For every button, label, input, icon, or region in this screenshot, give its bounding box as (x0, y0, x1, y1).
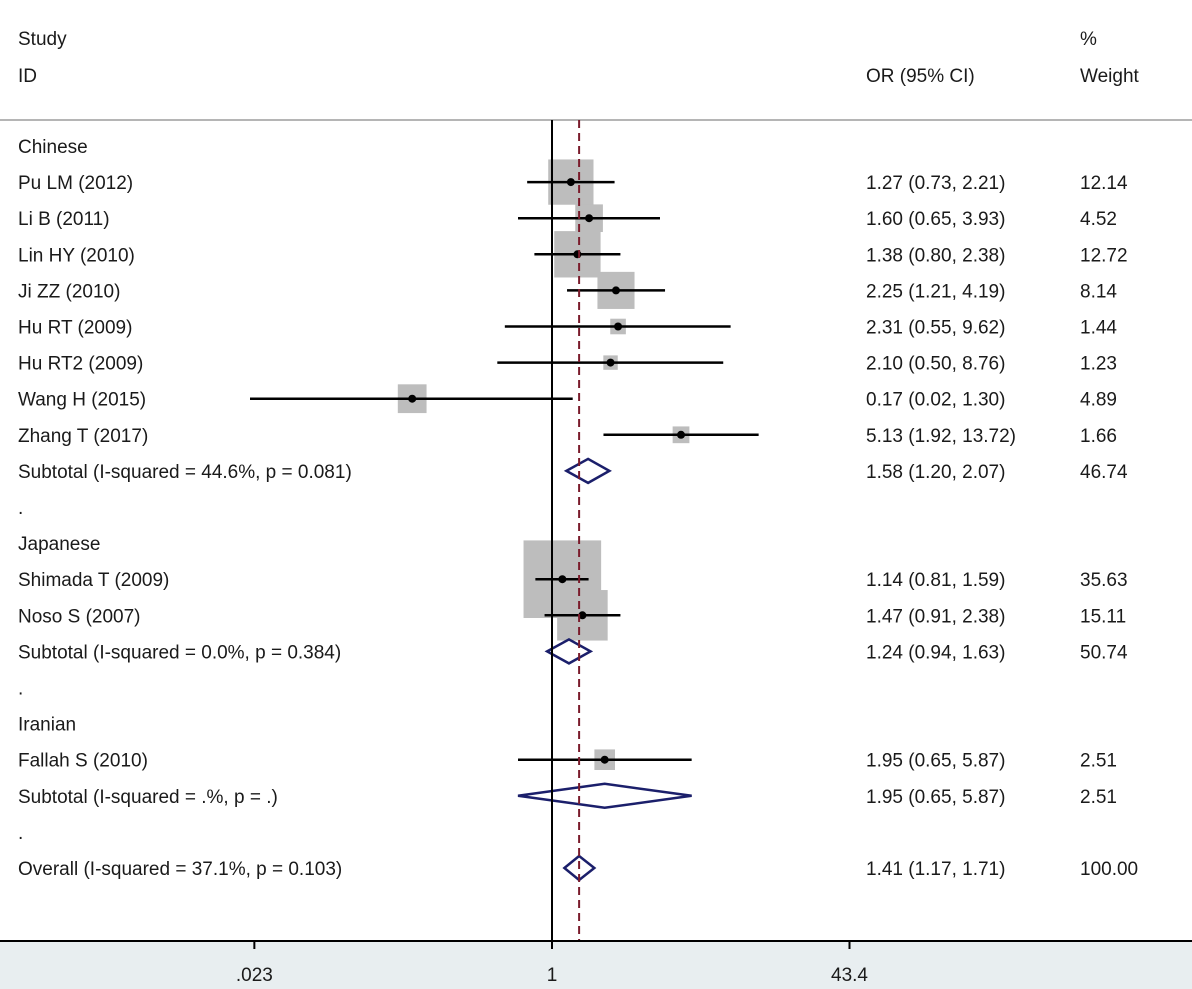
study-label: Ji ZZ (2010) (18, 281, 120, 302)
spacer-dot: . (18, 498, 23, 519)
point-estimate (558, 575, 567, 584)
or-ci-value: 1.47 (0.91, 2.38) (866, 606, 1005, 627)
spacer-dot: . (18, 679, 23, 700)
point-estimate (606, 358, 615, 367)
or-ci-value: 1.27 (0.73, 2.21) (866, 173, 1005, 194)
overall-diamond (562, 854, 597, 882)
overall-label: Overall (I-squared = 37.1%, p = 0.103) (18, 859, 342, 880)
study-label: Shimada T (2009) (18, 570, 169, 591)
weight-value: 1.66 (1080, 426, 1117, 447)
study-label: Noso S (2007) (18, 606, 141, 627)
study-label: Fallah S (2010) (18, 751, 148, 772)
weight-value: 4.89 (1080, 390, 1117, 411)
weight-value: 1.44 (1080, 318, 1117, 339)
forest-rows: Chinese Pu LM (2012) 1.27 (0.73, 2.21) 12.1… (18, 137, 1138, 882)
header-study: Study (18, 29, 67, 50)
weight-value: 2.51 (1080, 787, 1117, 808)
point-estimate (566, 178, 575, 187)
study-label: Li B (2011) (18, 209, 110, 230)
point-estimate (578, 611, 587, 620)
point-estimate (585, 214, 594, 223)
x-tick-label: 43.4 (831, 965, 868, 986)
study-label: Hu RT2 (2009) (18, 354, 143, 375)
weight-value: 12.72 (1080, 245, 1128, 266)
group-label: Iranian (18, 715, 76, 736)
point-estimate (677, 430, 686, 439)
x-tick-label: 1 (547, 965, 558, 986)
point-estimate (408, 394, 417, 403)
header-weight: Weight (1080, 66, 1140, 87)
point-estimate (600, 755, 609, 764)
weight-value: 100.00 (1080, 859, 1138, 880)
study-label: Wang H (2015) (18, 390, 146, 411)
weight-value: 4.52 (1080, 209, 1117, 230)
weight-value: 1.23 (1080, 354, 1117, 375)
weight-value: 50.74 (1080, 642, 1128, 663)
header-percent: % (1080, 29, 1097, 50)
weight-value: 15.11 (1080, 606, 1126, 627)
subtotal-diamond (544, 637, 594, 665)
point-estimate (573, 250, 582, 259)
study-label: Lin HY (2010) (18, 245, 135, 266)
or-ci-value: 1.58 (1.20, 2.07) (866, 462, 1005, 483)
x-tick-label: .023 (236, 965, 273, 986)
subtotal-diamond (517, 782, 692, 810)
study-label: Hu RT (2009) (18, 318, 132, 339)
or-ci-value: 1.24 (0.94, 1.63) (866, 642, 1005, 663)
footer-band (0, 941, 1192, 989)
x-axis: .023 1 43.4 (0, 120, 1192, 986)
or-ci-value: 2.10 (0.50, 8.76) (866, 354, 1005, 375)
or-ci-value: 1.95 (0.65, 5.87) (866, 787, 1005, 808)
or-ci-value: 0.17 (0.02, 1.30) (866, 390, 1005, 411)
point-estimate (614, 322, 623, 331)
or-ci-value: 2.25 (1.21, 4.19) (866, 281, 1005, 302)
or-ci-value: 1.60 (0.65, 3.93) (866, 209, 1005, 230)
study-label: Zhang T (2017) (18, 426, 148, 447)
point-estimate (611, 286, 620, 295)
subtotal-label: Subtotal (I-squared = .%, p = .) (18, 787, 278, 808)
weight-value: 46.74 (1080, 462, 1128, 483)
header-or-ci: OR (95% CI) (866, 66, 975, 87)
weight-value: 35.63 (1080, 570, 1128, 591)
weight-value: 12.14 (1080, 173, 1128, 194)
group-label: Japanese (18, 534, 100, 555)
or-ci-value: 1.95 (0.65, 5.87) (866, 751, 1005, 772)
group-label: Chinese (18, 137, 88, 158)
subtotal-label: Subtotal (I-squared = 44.6%, p = 0.081) (18, 462, 352, 483)
header-id: ID (18, 66, 37, 87)
or-ci-value: 1.38 (0.80, 2.38) (866, 245, 1005, 266)
study-label: Pu LM (2012) (18, 173, 133, 194)
or-ci-value: 1.14 (0.81, 1.59) (866, 570, 1005, 591)
weight-value: 8.14 (1080, 281, 1117, 302)
or-ci-value: 5.13 (1.92, 13.72) (866, 426, 1016, 447)
or-ci-value: 1.41 (1.17, 1.71) (866, 859, 1005, 880)
subtotal-diamond (563, 457, 612, 485)
or-ci-value: 2.31 (0.55, 9.62) (866, 318, 1005, 339)
weight-value: 2.51 (1080, 751, 1117, 772)
subtotal-label: Subtotal (I-squared = 0.0%, p = 0.384) (18, 642, 341, 663)
spacer-dot: . (18, 823, 23, 844)
